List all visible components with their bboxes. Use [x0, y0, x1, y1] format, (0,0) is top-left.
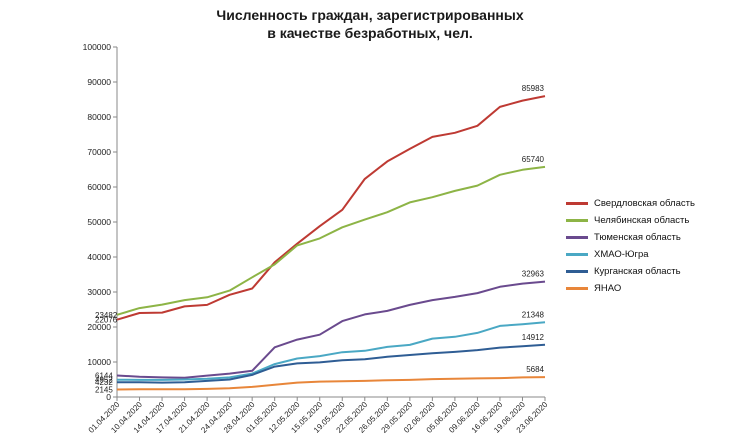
y-tick-label: 0 — [106, 392, 111, 402]
legend-label: Курганская область — [594, 266, 681, 277]
first-value-label-2: 6144 — [95, 371, 113, 380]
last-value-label-2: 32963 — [522, 270, 545, 279]
last-value-label-3: 21348 — [522, 310, 545, 319]
legend-swatch — [566, 236, 588, 239]
chart-title-line1: Численность граждан, зарегистрированных — [216, 7, 524, 23]
legend-label: Тюменская область — [594, 232, 681, 243]
y-tick-label: 50000 — [87, 217, 111, 227]
legend-label: ХМАО-Югра — [594, 249, 649, 260]
y-tick-label: 30000 — [87, 287, 111, 297]
y-tick-label: 90000 — [87, 77, 111, 87]
y-tick-label: 10000 — [87, 357, 111, 367]
legend-swatch — [566, 287, 588, 290]
legend-swatch — [566, 219, 588, 222]
first-value-label-4: 4232 — [95, 378, 113, 387]
series-line-4 — [116, 343, 546, 384]
series-line-1 — [116, 165, 546, 316]
first-value-label-5: 2145 — [95, 385, 113, 394]
last-value-label-1: 65740 — [522, 155, 545, 164]
series-line-2 — [116, 280, 546, 379]
legend-label: Свердловская область — [594, 198, 695, 209]
first-value-label-1: 23482 — [95, 311, 118, 320]
chart-legend: Свердловская область Челябинская область Т… — [566, 195, 695, 297]
legend-item-1: Челябинская область — [566, 212, 695, 229]
last-value-label-4: 14912 — [522, 333, 545, 342]
first-value-label-3: 4952 — [95, 376, 113, 385]
chart-title-line2: в качестве безработных, чел. — [267, 25, 473, 41]
legend-swatch — [566, 202, 588, 205]
legend-label: ЯНАО — [594, 283, 622, 294]
y-tick-label: 80000 — [87, 112, 111, 122]
legend-item-5: ЯНАО — [566, 280, 695, 297]
legend-item-0: Свердловская область — [566, 195, 695, 212]
y-tick-label: 100000 — [83, 42, 112, 52]
y-tick-label: 60000 — [87, 182, 111, 192]
legend-swatch — [566, 270, 588, 273]
y-tick-label: 70000 — [87, 147, 111, 157]
legend-item-4: Курганская область — [566, 263, 695, 280]
legend-swatch — [566, 253, 588, 256]
last-value-label-5: 5684 — [526, 365, 544, 374]
legend-label: Челябинская область — [594, 215, 690, 226]
series-line-0 — [116, 95, 546, 321]
y-tick-label: 20000 — [87, 322, 111, 332]
series-line-5 — [116, 376, 546, 391]
y-tick-label: 40000 — [87, 252, 111, 262]
legend-item-2: Тюменская область — [566, 229, 695, 246]
legend-item-3: ХМАО-Югра — [566, 246, 695, 263]
last-value-label-0: 85983 — [522, 84, 545, 93]
series-line-3 — [116, 321, 546, 381]
first-value-label-0: 22076 — [95, 316, 118, 325]
